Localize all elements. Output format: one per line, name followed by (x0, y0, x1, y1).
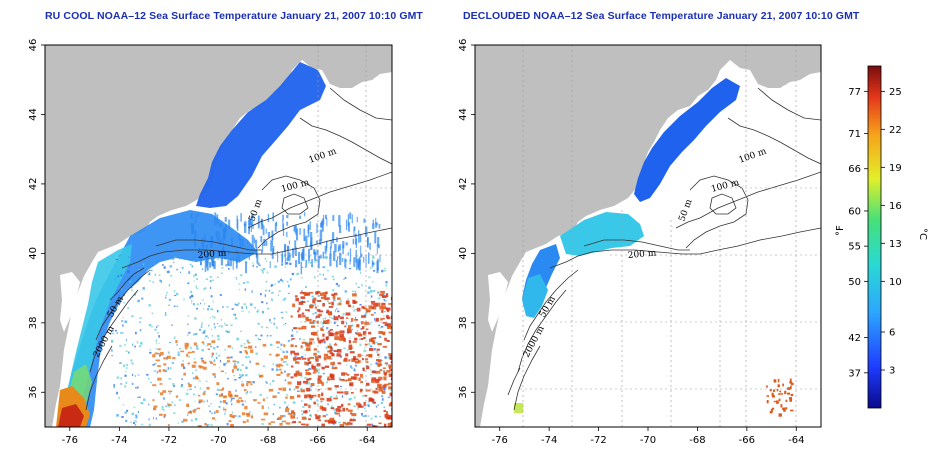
colorbar-celsius-label: °C (917, 228, 928, 240)
x-tick-label: -64 (359, 435, 375, 446)
speckle-field (766, 378, 794, 417)
x-tick-label: -70 (640, 435, 656, 446)
y-tick-label: 40 (458, 247, 469, 260)
colorbar-c-tick-label: 19 (889, 163, 902, 174)
colorbar-f-tick-label: 66 (848, 164, 861, 175)
y-tick-label: 42 (28, 178, 39, 191)
x-tick-label: -68 (689, 435, 705, 446)
colorbar-c-tick-label: 10 (889, 277, 902, 288)
colorbar-f-tick-label: 71 (848, 129, 861, 140)
left-map-title: RU COOL NOAA–12 Sea Surface Temperature … (45, 10, 423, 22)
colorbar: 77 71 66 60 55 50 42 37 25 22 19 16 13 10 6 3 °F °C (835, 65, 928, 409)
left-map-axes: -76 -74 -72 -70 -68 -66 -64 36 38 40 42 44 46 (28, 39, 375, 446)
x-tick-label: -76 (62, 435, 78, 446)
colorbar-f-tick-label: 50 (848, 277, 861, 288)
cold-water-region (196, 62, 326, 208)
colorbar-c-tick-label: 3 (889, 366, 895, 377)
y-tick-label: 36 (458, 386, 469, 399)
y-tick-label: 44 (458, 108, 469, 121)
x-tick-label: -76 (492, 435, 508, 446)
colorbar-c-tick-label: 6 (889, 328, 895, 339)
y-tick-label: 38 (458, 316, 469, 329)
x-tick-label: -66 (739, 435, 755, 446)
y-tick-label: 44 (28, 108, 39, 121)
x-tick-label: -66 (309, 435, 325, 446)
bathymetry-contours (507, 87, 821, 411)
x-tick-label: -68 (260, 435, 276, 446)
y-tick-label: 36 (28, 386, 39, 399)
colorbar-fahrenheit-label: °F (835, 225, 846, 236)
left-map-panel: 100 m 100 m 50 m 200 m 50 m 2000 m (44, 44, 393, 428)
colorbar-c-tick-label: 25 (889, 87, 902, 98)
land-mass (475, 45, 821, 427)
y-tick-label: 40 (28, 247, 39, 260)
y-tick-label: 38 (28, 316, 39, 329)
right-map-axes: -76 -74 -72 -70 -68 -66 -64 36 38 40 42 44 46 (458, 39, 804, 446)
graticule (270, 45, 392, 427)
x-tick-label: -70 (210, 435, 226, 446)
x-tick-label: -74 (541, 435, 557, 446)
contour-label-200m: 200 m (627, 248, 657, 260)
x-tick-label: -72 (161, 435, 177, 446)
x-tick-label: -74 (111, 435, 127, 446)
colorbar-c-tick-label: 13 (889, 239, 902, 250)
colorbar-f-tick-label: 55 (848, 242, 861, 253)
colorbar-f-tick-label: 77 (848, 87, 861, 98)
colorbar-f-tick-label: 60 (848, 206, 861, 217)
land-mass (45, 45, 392, 427)
colorbar-f-tick-label: 37 (848, 368, 861, 379)
bathymetry-contours (85, 87, 392, 411)
colorbar-c-tick-label: 16 (889, 201, 902, 212)
graticule (520, 45, 821, 427)
contour-label-200m: 200 m (197, 248, 227, 260)
x-tick-label: -72 (590, 435, 606, 446)
colorbar-f-tick-label: 42 (848, 333, 861, 344)
right-map-title: DECLOUDED NOAA–12 Sea Surface Temperatur… (463, 10, 860, 22)
y-tick-label: 42 (458, 178, 469, 191)
colorbar-c-tick-label: 22 (889, 125, 902, 136)
x-tick-label: -64 (788, 435, 804, 446)
y-tick-label: 46 (458, 39, 469, 52)
right-map-panel: 100 m 100 m 50 m 200 m 50 m 2000 m (474, 44, 822, 428)
cold-water-region (634, 78, 740, 202)
y-tick-label: 46 (28, 39, 39, 52)
